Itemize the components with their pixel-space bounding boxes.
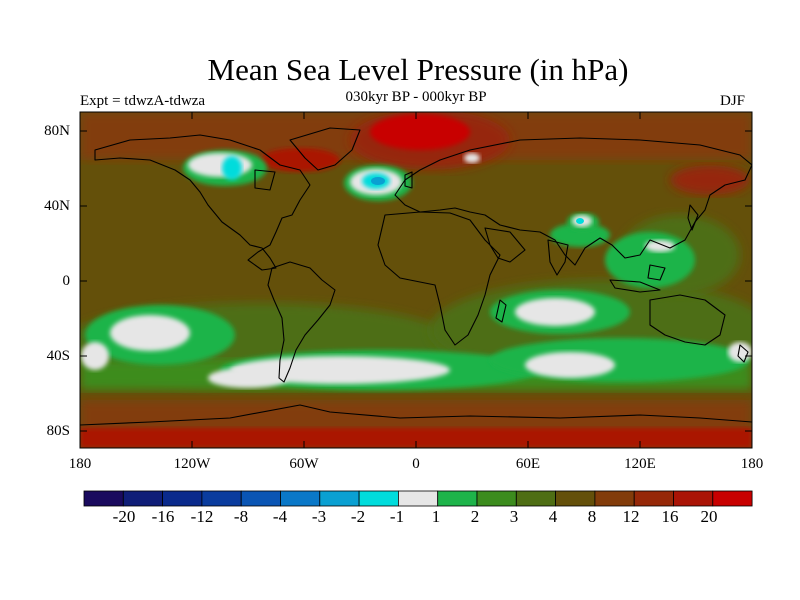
lon-label-120e: 120E bbox=[624, 456, 656, 472]
experiment-label: Expt = tdwzA-tdwza bbox=[80, 93, 206, 109]
colorbar-swatch bbox=[673, 490, 714, 507]
colorbar bbox=[83, 490, 753, 507]
lon-label-120w: 120W bbox=[173, 456, 211, 472]
lon-label-180e: 180 bbox=[740, 456, 764, 472]
colorbar-label: 16 bbox=[661, 507, 679, 526]
colorbar-label: -16 bbox=[151, 507, 175, 526]
lon-label-180w: 180 bbox=[68, 456, 92, 472]
season-label: DJF bbox=[720, 93, 746, 109]
colorbar-swatch bbox=[515, 490, 556, 507]
colorbar-label: 8 bbox=[587, 507, 597, 526]
coastlines bbox=[80, 127, 752, 426]
colorbar-swatch bbox=[437, 490, 478, 507]
colorbar-swatch bbox=[594, 490, 635, 507]
lon-label-60w: 60W bbox=[289, 456, 319, 472]
lon-label-0: 0 bbox=[412, 456, 420, 472]
lat-label-80n: 80N bbox=[44, 123, 70, 139]
colorbar-swatch bbox=[555, 490, 596, 507]
colorbar-label: -12 bbox=[190, 507, 214, 526]
colorbar-swatch bbox=[712, 490, 753, 507]
colorbar-label: -2 bbox=[350, 507, 366, 526]
colorbar-label: 12 bbox=[622, 507, 640, 526]
colorbar-swatch bbox=[122, 490, 164, 507]
colorbar-label: -1 bbox=[389, 507, 405, 526]
colorbar-label: -3 bbox=[311, 507, 327, 526]
colorbar-label: -8 bbox=[233, 507, 249, 526]
colorbar-label: 3 bbox=[509, 507, 519, 526]
colorbar-swatch bbox=[319, 490, 360, 507]
colorbar-swatch bbox=[633, 490, 674, 507]
axis-ticks bbox=[80, 112, 752, 448]
colorbar-label: 4 bbox=[548, 507, 558, 526]
colorbar-swatch bbox=[358, 490, 399, 507]
colorbar-label: -4 bbox=[272, 507, 288, 526]
lat-label-80s: 80S bbox=[46, 423, 70, 439]
pressure-field bbox=[80, 112, 752, 448]
colorbar-swatch bbox=[162, 490, 203, 507]
period-label: 030kyr BP - 000kyr BP bbox=[345, 89, 487, 105]
colorbar-label: -20 bbox=[112, 507, 136, 526]
colorbar-label: 2 bbox=[470, 507, 480, 526]
lat-label-0: 0 bbox=[62, 273, 71, 289]
colorbar-swatch bbox=[280, 490, 321, 507]
lat-label-40n: 40N bbox=[44, 198, 70, 214]
colorbar-swatch bbox=[83, 490, 124, 507]
colorbar-label: 20 bbox=[700, 507, 718, 526]
lon-label-60e: 60E bbox=[515, 456, 541, 472]
colorbar-label: 1 bbox=[431, 507, 441, 526]
lat-label-40s: 40S bbox=[46, 348, 70, 364]
map-title: Mean Sea Level Pressure (in hPa) bbox=[207, 52, 629, 87]
colorbar-swatch bbox=[240, 490, 281, 507]
colorbar-swatch bbox=[201, 490, 242, 507]
colorbar-swatch bbox=[397, 490, 439, 507]
colorbar-swatch bbox=[476, 490, 517, 507]
